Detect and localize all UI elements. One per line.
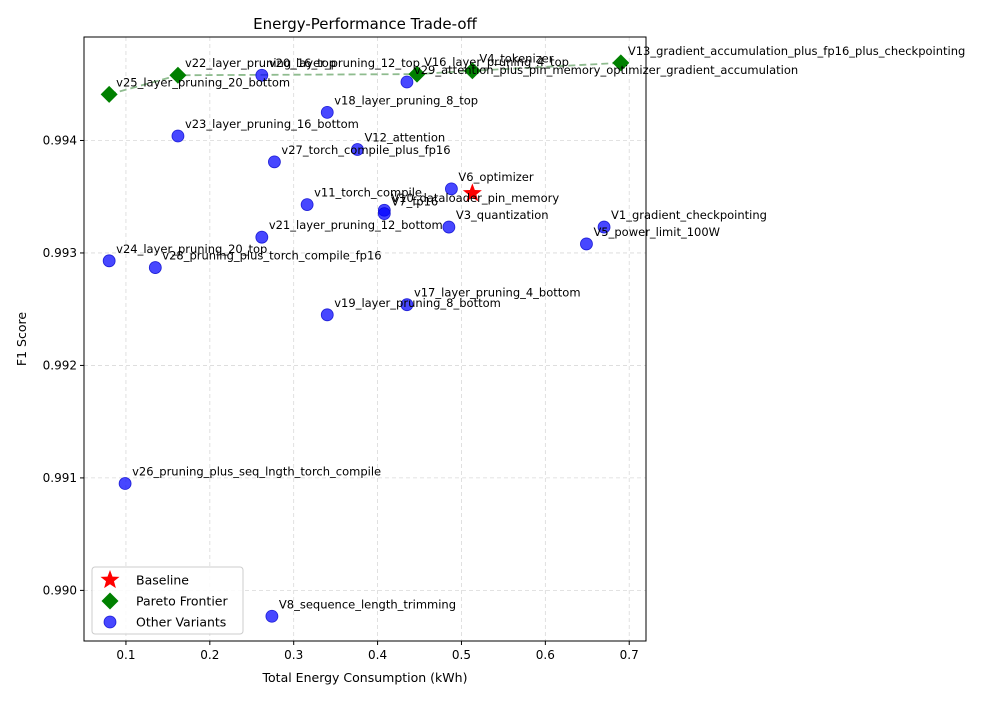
plot-area-frame	[83, 36, 647, 642]
variant-point	[118, 477, 132, 490]
legend-marker-pareto	[101, 592, 119, 610]
point-label: v25_layer_pruning_20_bottom	[116, 75, 290, 89]
point-label: v21_layer_pruning_12_bottom	[269, 218, 443, 232]
point-label: v27_torch_compile_plus_fp16	[281, 143, 450, 157]
grid-lines	[84, 37, 646, 641]
x-tick-label: 0.1	[116, 648, 135, 662]
point-label: v17_layer_pruning_4_bottom	[414, 286, 581, 300]
variant-point	[171, 129, 185, 143]
variant-point	[351, 143, 364, 156]
point-label: v19_layer_pruning_8_bottom	[334, 296, 501, 310]
legend-box	[91, 566, 244, 635]
point-label: v23_layer_pruning_16_bottom	[185, 117, 359, 131]
variant-point	[580, 237, 593, 251]
variant-point	[300, 198, 314, 211]
variant-point	[255, 68, 269, 82]
point-label: V1_gradient_checkpointing	[611, 208, 767, 222]
variant-point	[442, 220, 456, 234]
pareto-point	[612, 54, 630, 72]
y-tick-label: 0.994	[43, 133, 77, 147]
y-axis-label: F1 Score	[14, 312, 29, 366]
x-tick-label: 0.5	[452, 648, 471, 662]
chart-title: Energy-Performance Trade-off	[253, 15, 477, 33]
variant-point	[265, 609, 279, 623]
point-label: V6_optimizer	[458, 170, 533, 184]
variant-point	[444, 182, 458, 196]
y-tick-label: 0.990	[43, 583, 77, 597]
variant-point	[400, 298, 414, 312]
x-axis-label: Total Energy Consumption (kWh)	[262, 670, 468, 685]
y-tick-label: 0.992	[43, 358, 77, 372]
pareto-point	[463, 62, 481, 80]
data-points	[100, 54, 630, 623]
legend: Baseline Pareto Frontier Other Variants	[91, 566, 244, 635]
x-axis-ticks: 0.1 0.2 0.3 0.4 0.5 0.6 0.7	[116, 641, 639, 662]
y-tick-label: 0.993	[43, 246, 77, 260]
variant-point	[597, 220, 611, 234]
x-tick-label: 0.6	[536, 648, 555, 662]
point-label: v28_pruning_plus_torch_compile_fp16	[162, 249, 381, 263]
point-label: V4_tokenizer	[479, 52, 553, 66]
pareto-point	[169, 66, 187, 84]
x-tick-label: 0.3	[284, 648, 303, 662]
variant-point	[148, 261, 162, 274]
point-label: V8_sequence_length_trimming	[279, 597, 456, 611]
pareto-point	[100, 85, 118, 103]
x-tick-label: 0.4	[368, 648, 387, 662]
variant-point	[320, 308, 334, 322]
variant-point	[377, 207, 391, 220]
point-label: V5_power_limit_100W	[593, 225, 720, 239]
point-labels: v20_layer_pruning_12_topv29_attention_pl…	[116, 44, 965, 611]
variant-point	[255, 230, 269, 244]
y-axis-ticks: 0.990 0.991 0.992 0.993 0.994	[43, 133, 84, 597]
point-label: v11_torch_compile	[314, 186, 422, 200]
point-label: v24_layer_pruning_20_top	[116, 242, 267, 256]
point-label: v20_layer_pruning_12_top	[269, 56, 420, 70]
point-label: V3_quantization	[456, 208, 549, 222]
y-tick-label: 0.991	[43, 471, 77, 485]
variant-point	[320, 105, 334, 119]
baseline-point	[462, 183, 482, 202]
point-label: V10_dataloader_pin_memory	[391, 191, 559, 205]
point-label: v22_layer_pruning_16_top	[185, 56, 336, 70]
legend-label-pareto: Pareto Frontier	[136, 594, 228, 609]
point-label: V13_gradient_accumulation_plus_fp16_plus…	[628, 44, 966, 58]
legend-label-baseline: Baseline	[136, 573, 189, 588]
point-label: v26_pruning_plus_seq_lngth_torch_compile	[132, 465, 381, 479]
legend-marker-other	[103, 615, 117, 629]
point-label: v29_attention_plus_pin_memory_optimizer_…	[414, 63, 798, 77]
legend-label-other: Other Variants	[136, 615, 226, 630]
point-label: V12_attention	[364, 130, 445, 144]
point-label: V7_fp16	[391, 195, 438, 209]
x-tick-label: 0.7	[620, 648, 639, 662]
point-label: v18_layer_pruning_8_top	[334, 93, 478, 107]
x-tick-label: 0.2	[200, 648, 219, 662]
legend-marker-baseline	[100, 570, 120, 589]
point-label: V16_layer_pruning_4_top	[424, 55, 569, 69]
variant-point	[268, 155, 281, 169]
variant-point	[400, 75, 414, 89]
variant-point	[102, 254, 116, 268]
pareto-point	[408, 65, 426, 83]
